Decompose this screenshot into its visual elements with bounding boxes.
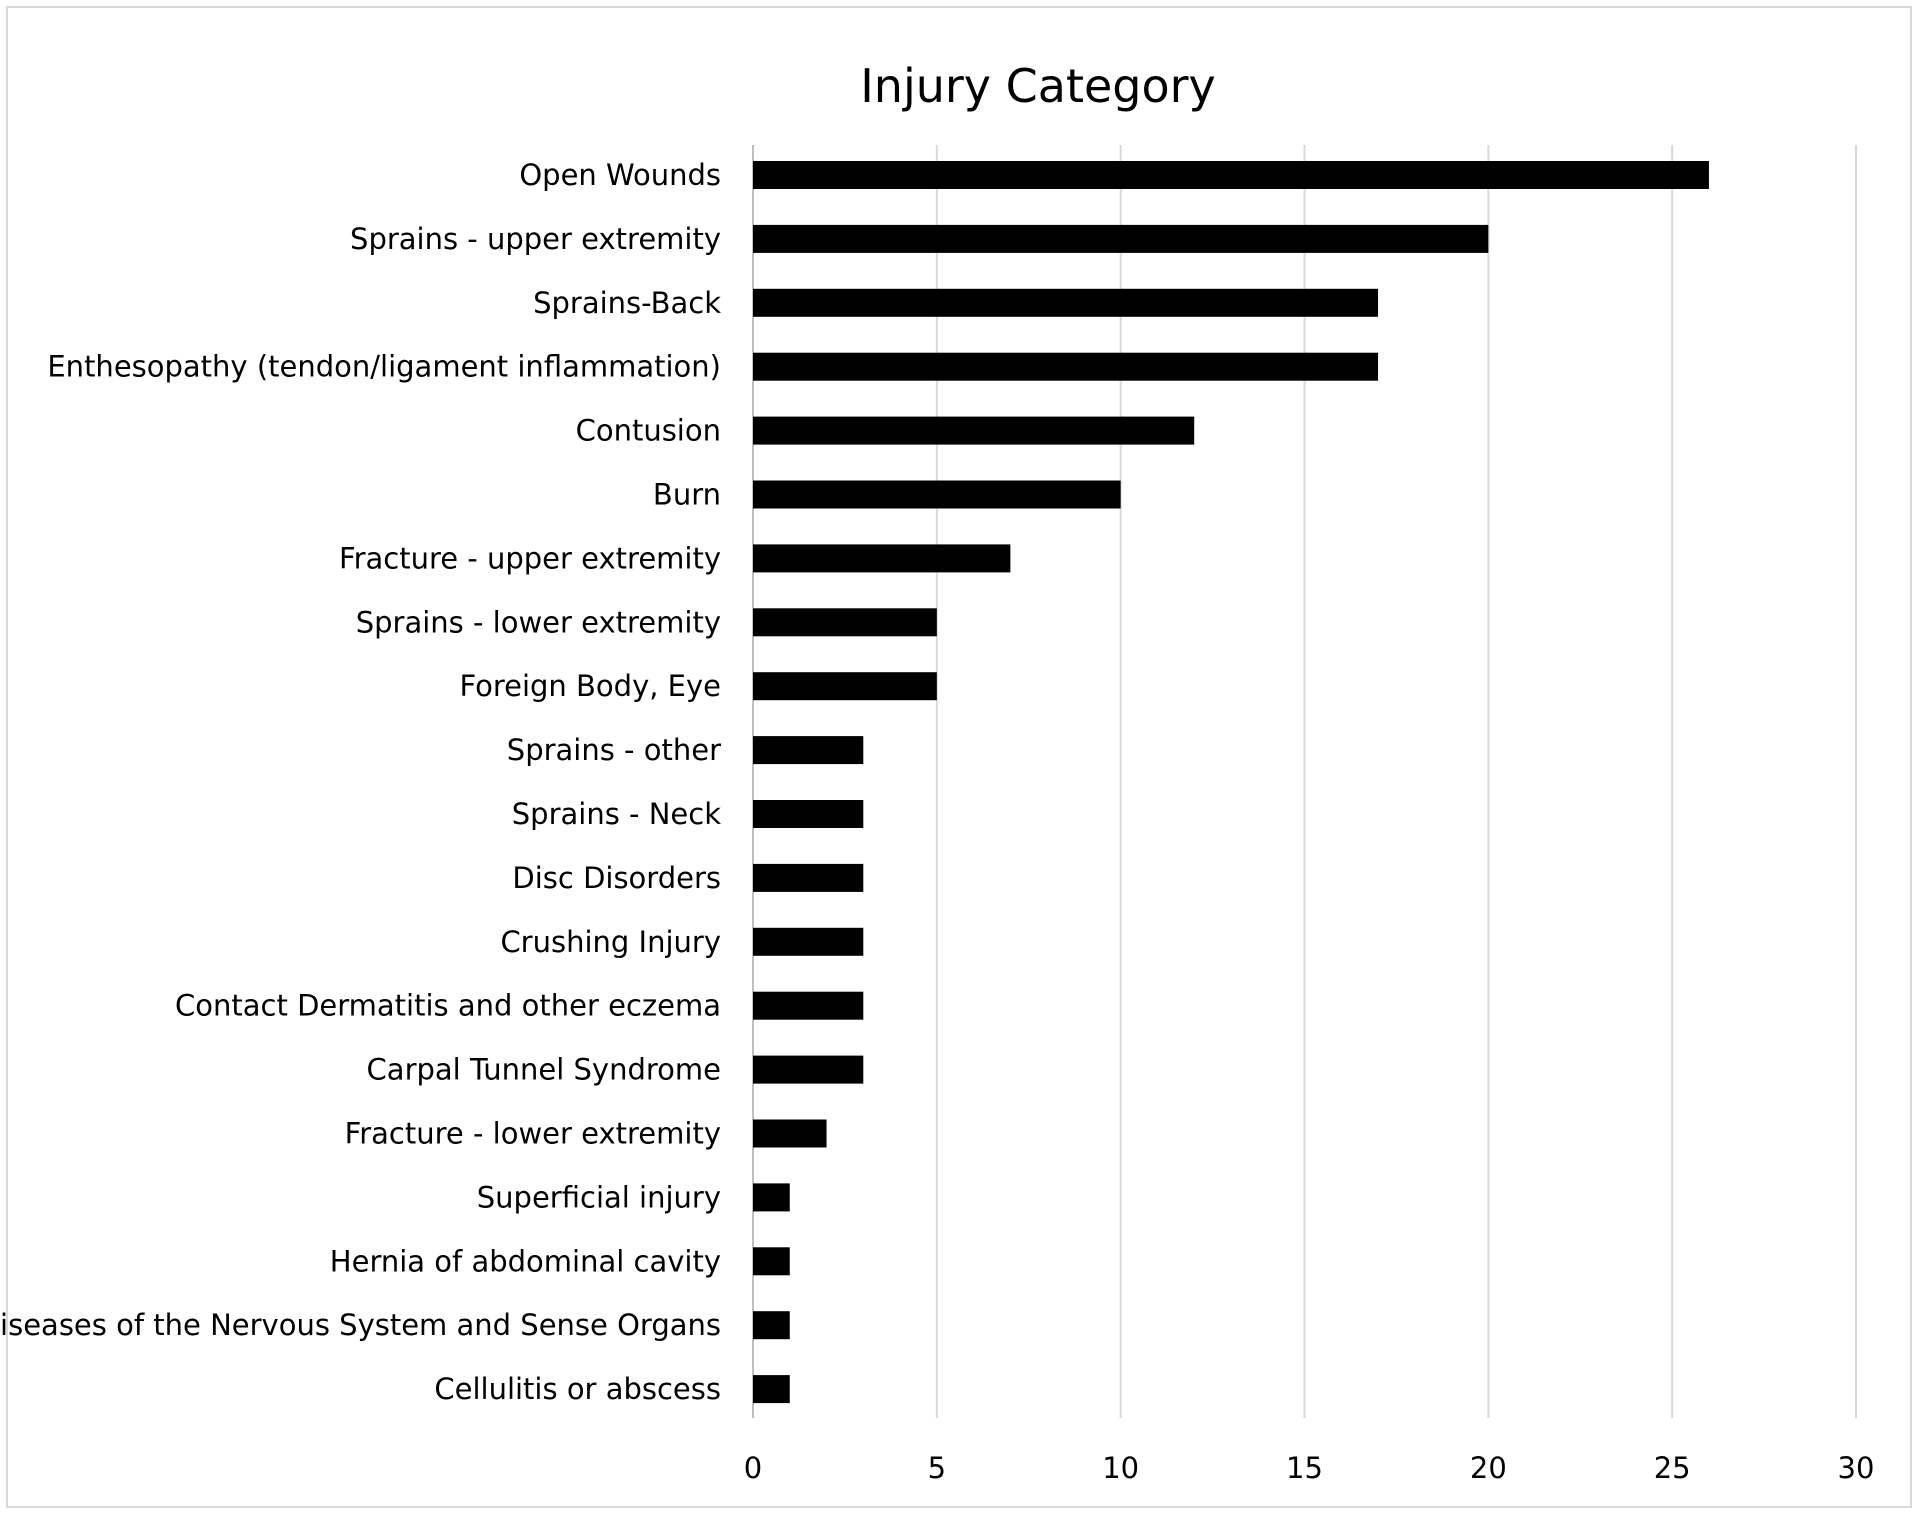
bar: [753, 1119, 827, 1148]
x-tick-label: 30: [1838, 1451, 1875, 1485]
bar: [753, 1247, 790, 1276]
category-label: Hernia of abdominal cavity: [330, 1244, 721, 1278]
category-label: Sprains - Neck: [512, 797, 721, 831]
bar: [753, 288, 1379, 317]
category-label: Open Wounds: [519, 158, 721, 192]
bar: [753, 1183, 790, 1212]
category-label: Sprains - upper extremity: [350, 222, 721, 256]
bar: [753, 1311, 790, 1340]
category-label: Sprains - lower extremity: [356, 605, 721, 639]
category-label: Enthesopathy (tendon/ligament inflammati…: [47, 350, 721, 384]
x-tick-label: 10: [1102, 1451, 1139, 1485]
bar: [753, 991, 864, 1020]
chart-title: Injury Category: [860, 59, 1216, 113]
bar: [753, 736, 864, 765]
bar: [753, 608, 937, 637]
bar: [753, 1055, 864, 1084]
category-label: Cellulitis or abscess: [434, 1372, 721, 1406]
x-tick-label: 25: [1654, 1451, 1691, 1485]
category-label: Superficial injury: [477, 1180, 721, 1214]
bar: [753, 863, 864, 892]
grid-lines: [752, 145, 1857, 1418]
category-label: Contusion: [576, 414, 721, 448]
x-tick-label: 0: [744, 1451, 762, 1485]
x-axis-tick-labels: 0 5 10 15 20 25 30: [744, 1451, 1875, 1485]
category-label: Sprains - other: [507, 733, 721, 767]
bar: [753, 927, 864, 956]
category-label: Diseases of the Nervous System and Sense…: [0, 1308, 721, 1342]
x-tick-label: 20: [1470, 1451, 1507, 1485]
category-label: Burn: [653, 478, 721, 512]
x-tick-label: 5: [928, 1451, 946, 1485]
bar: [753, 352, 1379, 381]
category-labels: Open Wounds Sprains - upper extremity Spra…: [0, 158, 721, 1406]
category-label: Fracture - lower extremity: [345, 1117, 721, 1151]
chart-frame: [6, 6, 1912, 1508]
bar: [753, 800, 864, 828]
category-label: Crushing Injury: [500, 925, 721, 959]
bars: [753, 161, 1709, 1404]
category-label: Disc Disorders: [512, 861, 721, 895]
category-label: Carpal Tunnel Syndrome: [367, 1053, 721, 1087]
category-label: Contact Dermatitis and other eczema: [175, 989, 721, 1023]
bar: [753, 416, 1195, 445]
bar: [753, 1375, 790, 1404]
bar: [753, 224, 1489, 253]
x-tick-label: 15: [1286, 1451, 1323, 1485]
bar: [753, 161, 1709, 189]
category-label: Foreign Body, Eye: [459, 669, 721, 703]
bar: [753, 544, 1011, 573]
category-label: Sprains-Back: [533, 286, 721, 320]
category-label: Fracture - upper extremity: [339, 541, 721, 575]
bar: [753, 672, 937, 701]
bar: [753, 480, 1121, 509]
